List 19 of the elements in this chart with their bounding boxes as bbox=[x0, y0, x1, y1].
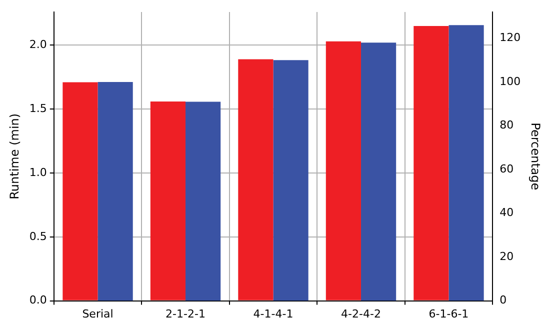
y-tick-label: 0.0 bbox=[29, 294, 47, 307]
x-tick-label: Serial bbox=[82, 307, 114, 320]
y2-axis-title: Percentage bbox=[528, 122, 543, 190]
x-tick-label: 4-2-4-2 bbox=[341, 307, 381, 320]
x-tick-label: 4-1-4-1 bbox=[253, 307, 294, 320]
x-tick-label: 6-1-6-1 bbox=[428, 307, 469, 320]
y-tick-label: 1.0 bbox=[29, 166, 47, 179]
y-tick-label: 0.5 bbox=[29, 230, 47, 243]
y2-tick-label: 40 bbox=[500, 206, 514, 220]
y2-tick-label: 100 bbox=[500, 74, 521, 88]
y2-tick-label: 60 bbox=[500, 162, 514, 176]
y-axis-title: Runtime (min) bbox=[7, 113, 22, 200]
y-tick-label: 1.5 bbox=[29, 102, 47, 115]
y2-tick-label: 0 bbox=[500, 294, 507, 307]
x-tick-label: 2-1-2-1 bbox=[166, 307, 206, 320]
y2-tick-label: 20 bbox=[500, 250, 514, 263]
y-tick-label: 2.0 bbox=[29, 38, 47, 52]
y2-tick-label: 80 bbox=[500, 118, 514, 132]
y2-tick-label: 120 bbox=[500, 31, 521, 44]
